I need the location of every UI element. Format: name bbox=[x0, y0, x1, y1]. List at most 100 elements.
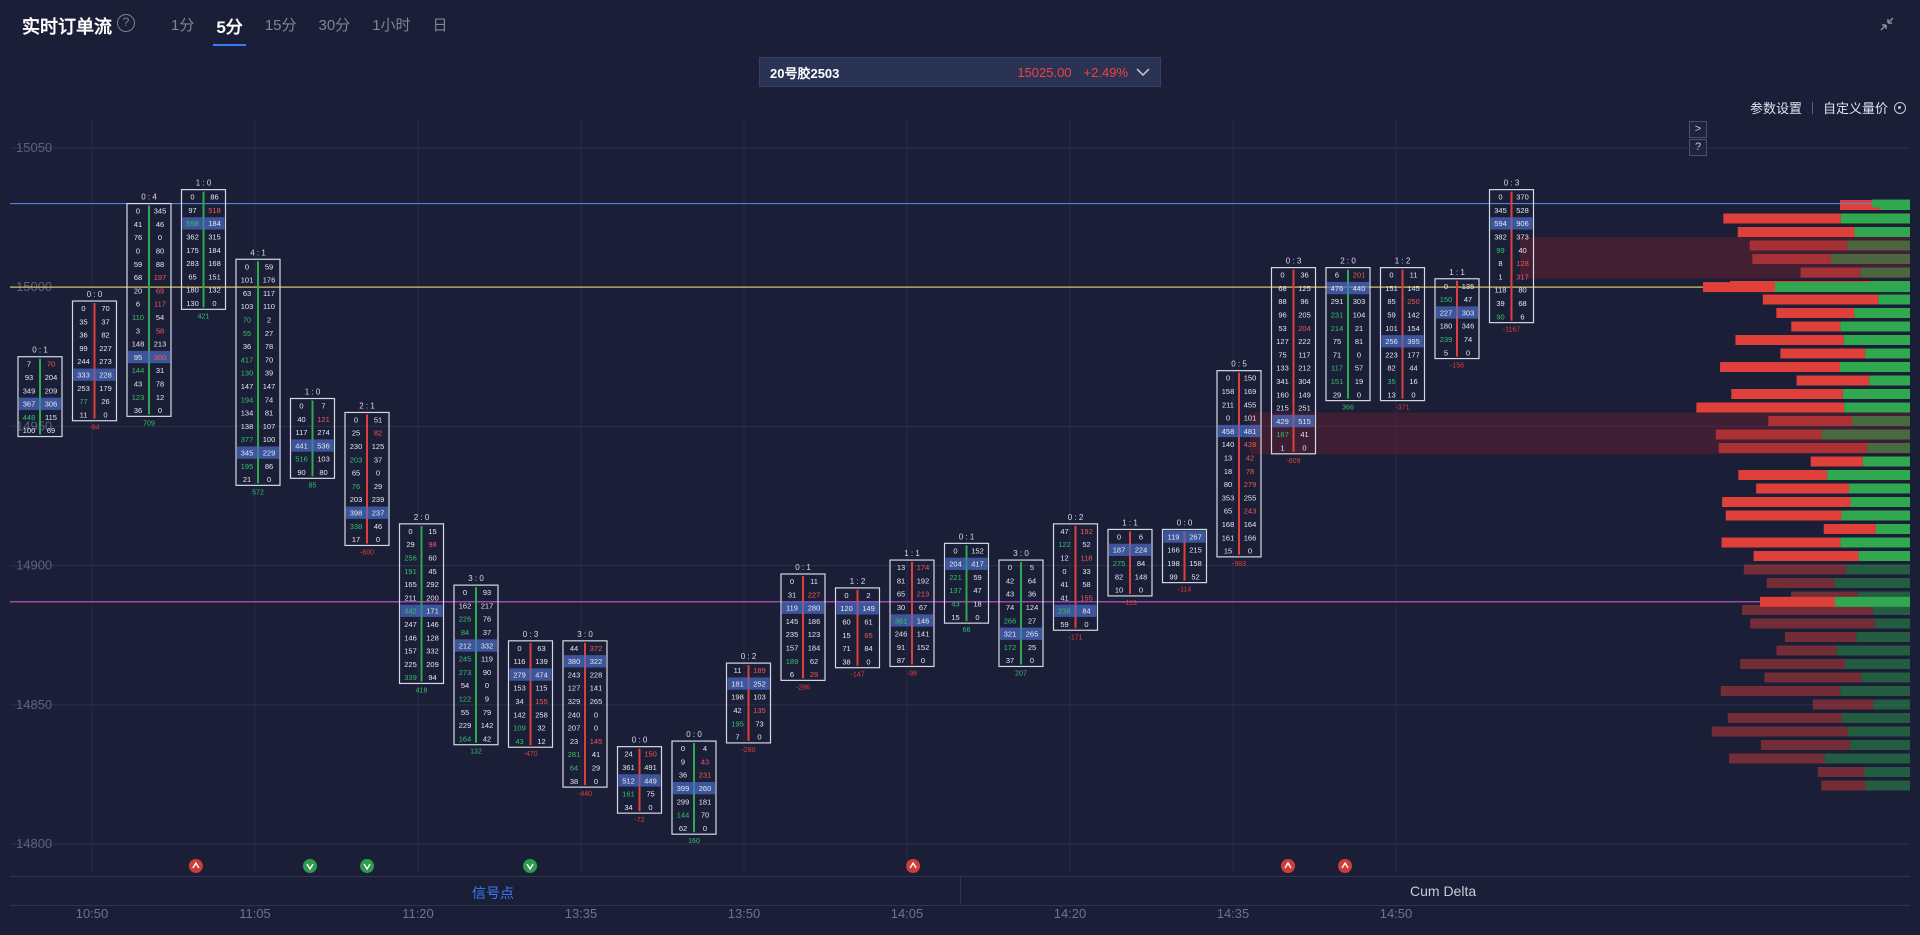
ask-volume: 62 bbox=[810, 657, 818, 666]
poc-row bbox=[891, 614, 933, 627]
tab-day[interactable]: 日 bbox=[432, 17, 448, 34]
x-tick-label: 13:50 bbox=[728, 906, 761, 921]
footprint-bar bbox=[289, 397, 336, 479]
bid-volume: 225 bbox=[404, 660, 417, 669]
target-icon[interactable] bbox=[1894, 101, 1907, 114]
tab-1hour[interactable]: 1小时 bbox=[372, 17, 411, 34]
ask-volume: 19 bbox=[1355, 377, 1363, 386]
bid-volume: 1 bbox=[1498, 272, 1502, 281]
bid-volume: 36 bbox=[134, 406, 142, 415]
bid-volume: 117 bbox=[1331, 364, 1343, 373]
poc-row bbox=[182, 217, 225, 230]
ask-volume: 155 bbox=[1080, 593, 1093, 602]
bid-volume: 91 bbox=[897, 643, 905, 652]
volume-profile-bar bbox=[1738, 470, 1828, 480]
bid-volume: 130 bbox=[186, 299, 199, 308]
tab-signal-points[interactable]: 信号点 bbox=[472, 885, 514, 901]
volume-profile-bar bbox=[1737, 227, 1855, 237]
x-tick-label: 14:20 bbox=[1054, 906, 1087, 921]
bar-imbalance-label: 0 : 3 bbox=[1504, 179, 1520, 188]
ask-volume: 37 bbox=[374, 455, 382, 464]
ask-volume: 90 bbox=[483, 668, 491, 677]
bid-volume: 338 bbox=[350, 522, 363, 531]
ask-volume: 139 bbox=[535, 657, 548, 666]
custom-volume-link[interactable]: 自定义量价 bbox=[1823, 101, 1889, 116]
poc-row bbox=[727, 677, 770, 690]
bid-volume: 65 bbox=[188, 272, 196, 281]
bid-volume: 25 bbox=[352, 429, 360, 438]
volume-profile-bar bbox=[1735, 335, 1844, 345]
bar-delta-label: -171 bbox=[1068, 634, 1082, 641]
ask-volume: 322 bbox=[590, 657, 603, 666]
tab-30min[interactable]: 30分 bbox=[318, 17, 351, 34]
ask-volume: 536 bbox=[317, 441, 330, 450]
volume-profile-bar bbox=[1720, 362, 1841, 372]
ask-volume: 6 bbox=[1520, 312, 1524, 321]
ask-volume: 68 bbox=[1518, 299, 1526, 308]
ask-volume: 70 bbox=[47, 360, 55, 369]
signal-marker bbox=[906, 859, 921, 873]
bar-imbalance-label: 0 : 0 bbox=[1177, 518, 1193, 527]
volume-profile-bar bbox=[1720, 686, 1841, 696]
ask-volume: 29 bbox=[374, 482, 382, 491]
poc-row bbox=[1218, 424, 1260, 438]
bar-imbalance-label: 0 : 5 bbox=[1231, 360, 1247, 369]
bid-volume: 68 bbox=[1278, 284, 1286, 293]
ask-volume: 16 bbox=[1409, 377, 1417, 386]
ask-volume: 155 bbox=[535, 697, 548, 706]
collapse-icon[interactable] bbox=[1878, 15, 1896, 33]
bid-volume: 291 bbox=[1331, 297, 1344, 306]
bid-volume: 221 bbox=[949, 573, 962, 582]
tab-5min[interactable]: 5分 bbox=[205, 13, 253, 46]
ask-volume: 0 bbox=[485, 681, 489, 690]
expand-button[interactable]: > bbox=[1689, 121, 1707, 138]
ask-volume: 222 bbox=[1298, 337, 1311, 346]
ask-volume: 201 bbox=[1353, 271, 1366, 280]
footprint-bar bbox=[562, 640, 608, 788]
bid-volume: 339 bbox=[404, 673, 417, 682]
ask-volume: 212 bbox=[1298, 364, 1311, 373]
ask-volume: 147 bbox=[263, 382, 276, 391]
symbol-selector[interactable]: 20号胶2503 15025.00 +2.49% bbox=[759, 57, 1161, 87]
ask-volume: 2 bbox=[866, 591, 870, 600]
ask-volume: 148 bbox=[1135, 572, 1148, 581]
volume-profile-bar bbox=[1857, 591, 1910, 602]
tab-1min[interactable]: 1分 bbox=[171, 17, 195, 34]
bar-delta-label: -147 bbox=[850, 672, 864, 679]
tab-cum-delta[interactable]: Cum Delta bbox=[1410, 883, 1477, 899]
ask-volume: 18 bbox=[973, 600, 981, 609]
bid-volume: 187 bbox=[1113, 546, 1126, 555]
level-marker bbox=[1835, 596, 1910, 607]
bid-volume: 361 bbox=[622, 763, 635, 772]
bid-volume: 7 bbox=[735, 733, 739, 742]
ask-volume: 224 bbox=[1135, 546, 1148, 555]
bid-volume: 15 bbox=[842, 631, 850, 640]
bid-volume: 266 bbox=[1004, 616, 1017, 625]
ask-volume: 46 bbox=[156, 220, 164, 229]
volume-profile-bar bbox=[1845, 659, 1910, 669]
ask-volume: 61 bbox=[864, 618, 872, 627]
bar-imbalance-label: 1 : 0 bbox=[305, 388, 321, 397]
volume-profile-bar bbox=[1823, 524, 1876, 534]
bid-volume: 147 bbox=[241, 382, 254, 391]
bid-volume: 0 bbox=[790, 577, 794, 586]
bid-volume: 93 bbox=[25, 373, 33, 382]
x-tick-label: 14:50 bbox=[1380, 906, 1413, 921]
bid-volume: 0 bbox=[190, 193, 194, 202]
arrow-up-icon bbox=[1284, 861, 1292, 869]
bid-volume: 162 bbox=[459, 601, 472, 610]
bid-volume: 167 bbox=[1276, 430, 1289, 439]
bid-volume: 97 bbox=[188, 206, 196, 215]
help-icon[interactable]: ? bbox=[117, 14, 135, 32]
bid-volume: 103 bbox=[241, 302, 254, 311]
x-tick-label: 13:35 bbox=[565, 906, 598, 921]
volume-profile-bar bbox=[1875, 618, 1910, 629]
ask-volume: 117 bbox=[263, 289, 275, 298]
footprint-bar bbox=[616, 746, 663, 814]
ask-volume: 449 bbox=[644, 776, 657, 785]
tab-15min[interactable]: 15分 bbox=[264, 17, 297, 34]
footprint-bar bbox=[1379, 267, 1426, 402]
params-settings-link[interactable]: 参数设置 bbox=[1750, 101, 1803, 116]
ask-volume: 417 bbox=[971, 560, 984, 569]
